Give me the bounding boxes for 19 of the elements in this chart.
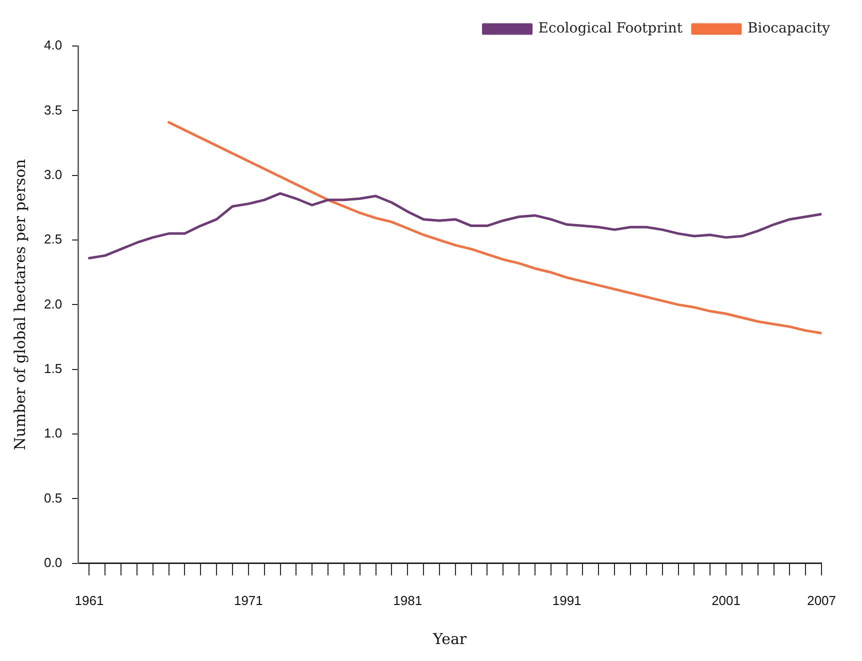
- y-tick-label: 3.0: [44, 166, 62, 182]
- x-tick-label: 2007: [807, 592, 836, 608]
- y-tick-label: 0.5: [44, 490, 62, 506]
- y-tick-label: 2.0: [44, 296, 62, 312]
- x-tick-label: 1971: [234, 592, 263, 608]
- y-tick-label: 4.0: [44, 38, 62, 53]
- x-tick-label: 1991: [552, 592, 582, 608]
- y-tick-label: 3.5: [44, 102, 62, 118]
- x-tick-label: 1961: [74, 592, 104, 608]
- y-tick-label: 1.5: [44, 360, 62, 376]
- y-axis-title: Number of global hectares per person: [10, 158, 29, 450]
- legend-label: Ecological Footprint: [538, 20, 683, 37]
- legend-label: Biocapacity: [747, 20, 830, 37]
- y-tick-label: 2.5: [44, 232, 62, 247]
- x-tick-label: 2001: [712, 592, 740, 608]
- y-tick-label: 1.0: [44, 426, 62, 441]
- x-axis-title: Year: [432, 630, 468, 648]
- x-tick-label: 1981: [393, 592, 422, 608]
- y-tick-label: 0.0: [44, 554, 62, 570]
